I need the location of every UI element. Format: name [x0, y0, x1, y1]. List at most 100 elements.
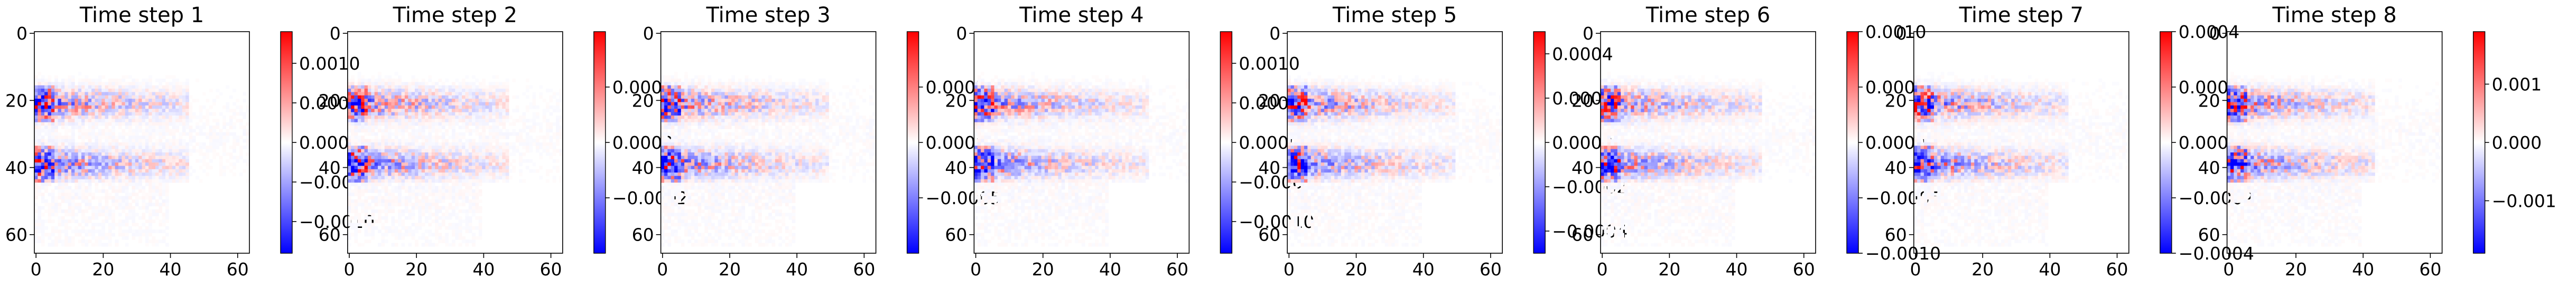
heatmap-cell [445, 152, 449, 156]
heatmap-cell [78, 105, 82, 109]
heatmap-cell [408, 169, 412, 173]
heatmap-cell [357, 159, 361, 163]
heatmap-cell [105, 132, 109, 136]
heatmap-cell [482, 122, 486, 126]
heatmap-cell [478, 156, 482, 160]
heatmap-cell [812, 82, 816, 86]
heatmap-cell [78, 149, 82, 153]
heatmap-cell [775, 109, 779, 113]
heatmap-cell [502, 89, 506, 92]
heatmap-cell [361, 139, 365, 143]
heatmap-cell [505, 173, 509, 176]
heatmap-cell [502, 85, 506, 89]
heatmap-cell [351, 95, 355, 99]
heatmap-cell [529, 146, 533, 149]
heatmap-cell [222, 115, 226, 119]
heatmap-cell [451, 95, 455, 99]
heatmap-cell [357, 243, 361, 247]
heatmap-cell [58, 233, 62, 237]
heatmap-cell [391, 112, 395, 116]
heatmap-cell [175, 129, 179, 133]
heatmap-cell [495, 173, 499, 176]
heatmap-cell [802, 92, 806, 96]
heatmap-cell [185, 112, 189, 116]
heatmap-cell [145, 156, 149, 160]
heatmap-cell [542, 146, 546, 149]
heatmap-cell [48, 136, 52, 139]
heatmap-cell [145, 193, 149, 197]
heatmap-cell [559, 95, 563, 99]
heatmap-cell [81, 129, 85, 133]
heatmap-cell [408, 105, 412, 109]
heatmap-cell [41, 79, 45, 82]
heatmap-cell [815, 92, 819, 96]
heatmap-cell [394, 236, 398, 240]
heatmap-cell [465, 183, 469, 186]
heatmap-cell [478, 169, 482, 173]
heatmap-cell [233, 136, 236, 139]
heatmap-cell [202, 92, 206, 96]
heatmap-cell [431, 122, 435, 126]
heatmap-cell [44, 142, 48, 146]
heatmap-cell [475, 119, 479, 123]
heatmap-cell [751, 109, 756, 113]
heatmap-cell [64, 213, 68, 217]
heatmap-cell [485, 105, 489, 109]
heatmap-cell [199, 126, 203, 129]
heatmap-cell [189, 115, 193, 119]
heatmap-cell [468, 102, 472, 106]
heatmap-cell [128, 179, 132, 183]
heatmap-cell [58, 119, 62, 123]
heatmap-cell [185, 132, 189, 136]
heatmap-cell [364, 79, 368, 82]
heatmap-cell [404, 95, 408, 99]
heatmap-cell [44, 203, 48, 207]
heatmap-cell [778, 89, 782, 92]
heatmap-cell [367, 152, 371, 156]
heatmap-cell [226, 152, 230, 156]
heatmap-cell [488, 89, 492, 92]
heatmap-cell [384, 136, 388, 139]
heatmap-cell [475, 115, 479, 119]
heatmap-cell [152, 99, 156, 102]
heatmap-cell [34, 122, 38, 126]
heatmap-cell [357, 72, 361, 76]
heatmap-cell [552, 149, 556, 153]
heatmap-cell [361, 129, 365, 133]
heatmap-cell [502, 142, 506, 146]
heatmap-cell [196, 99, 200, 102]
heatmap-cell [798, 89, 803, 92]
heatmap-cell [58, 229, 62, 233]
heatmap-cell [398, 219, 402, 223]
heatmap-cell [745, 99, 749, 102]
heatmap-cell [152, 213, 156, 217]
heatmap-cell [148, 136, 152, 139]
heatmap-cell [91, 226, 95, 230]
heatmap-cell [681, 102, 685, 106]
heatmap-cell [122, 132, 126, 136]
heatmap-cell [58, 179, 62, 183]
heatmap-cell [85, 203, 89, 207]
heatmap-cell [68, 99, 72, 102]
heatmap-cell [418, 186, 422, 190]
heatmap-cell [748, 85, 752, 89]
heatmap-cell [152, 176, 156, 180]
heatmap-cell [465, 82, 469, 86]
heatmap-cell [431, 112, 435, 116]
heatmap-cell [718, 95, 722, 99]
heatmap-cell [465, 109, 469, 113]
heatmap-cell [532, 142, 536, 146]
heatmap-cell [401, 85, 405, 89]
heatmap-cell [41, 173, 45, 176]
heatmap-cell [51, 152, 55, 156]
heatmap-cell [367, 115, 371, 119]
heatmap-cell [465, 199, 469, 203]
heatmap-cell [414, 179, 419, 183]
heatmap-cell [41, 166, 45, 170]
heatmap-cell [41, 139, 45, 143]
heatmap-cell [233, 162, 236, 166]
heatmap-cell [384, 132, 388, 136]
heatmap-cell [361, 85, 365, 89]
heatmap-cell [165, 95, 169, 99]
heatmap-cell [505, 166, 509, 170]
